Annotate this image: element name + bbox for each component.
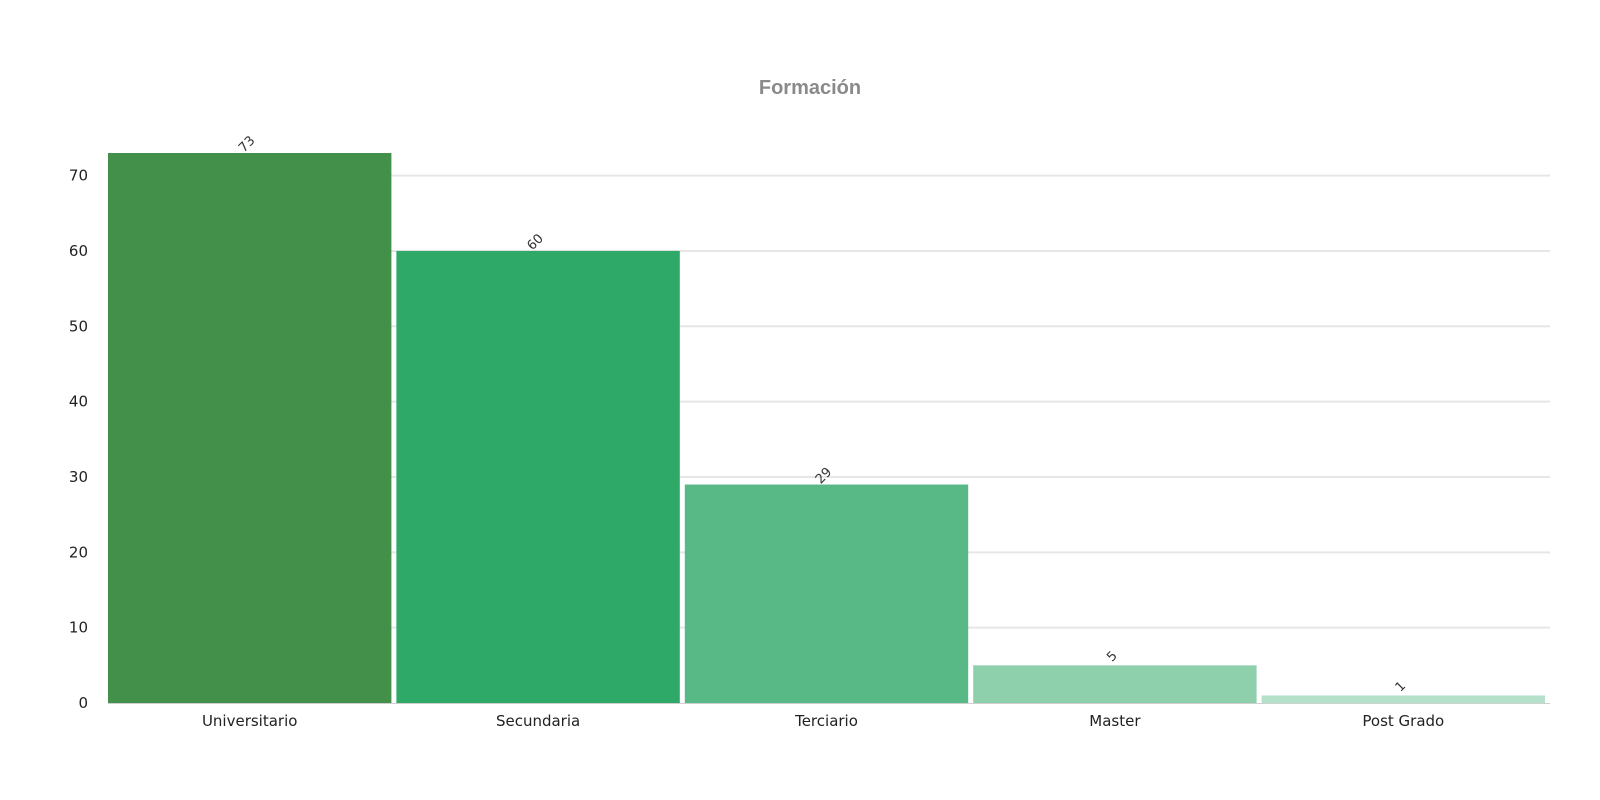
x-tick-label: Post Grado (1362, 712, 1444, 730)
y-tick-label: 70 (69, 167, 88, 185)
bar-universitario[interactable] (108, 153, 392, 703)
bar-terciario[interactable] (684, 484, 969, 703)
x-axis-tick-labels: Universitario Secundaria Terciario Master Po… (202, 712, 1444, 730)
y-tick-label: 60 (69, 242, 88, 260)
bars (108, 153, 1545, 704)
x-tick-label: Master (1089, 712, 1141, 730)
bar-secundaria[interactable] (396, 250, 680, 704)
y-axis-tick-labels: 0 10 20 30 40 50 60 70 (69, 167, 88, 712)
data-label: 1 (1393, 679, 1409, 695)
y-tick-label: 30 (69, 468, 88, 486)
x-tick-label: Terciario (794, 712, 858, 730)
y-tick-label: 0 (78, 694, 88, 712)
y-tick-label: 50 (69, 317, 88, 335)
y-tick-label: 40 (69, 393, 88, 411)
data-label: 29 (813, 465, 835, 487)
data-label: 73 (236, 133, 258, 155)
y-tick-label: 10 (69, 619, 88, 637)
y-tick-label: 20 (69, 543, 88, 561)
bar-master[interactable] (973, 665, 1257, 703)
chart-title: Formación (759, 77, 861, 99)
x-tick-label: Secundaria (496, 712, 580, 730)
x-tick-label: Universitario (202, 712, 298, 730)
data-label: 5 (1104, 649, 1120, 665)
bar-post-grado[interactable] (1261, 695, 1545, 703)
